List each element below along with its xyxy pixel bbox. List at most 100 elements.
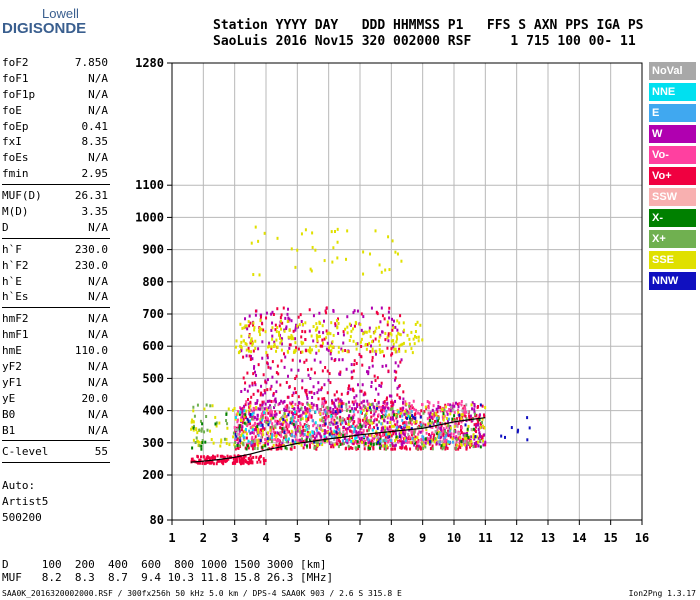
echo-point <box>479 422 482 426</box>
echo-point <box>240 346 243 350</box>
echo-point <box>446 419 449 423</box>
echo-point <box>301 379 304 383</box>
param-value: 7.850 <box>74 56 108 69</box>
echo-point <box>346 441 349 445</box>
echo-point <box>394 250 397 254</box>
echo-point <box>373 331 376 335</box>
echo-point <box>298 429 301 433</box>
echo-point <box>426 438 429 442</box>
echo-point <box>290 417 293 421</box>
echo-point <box>316 424 319 428</box>
echo-point <box>334 322 337 326</box>
echo-point <box>280 348 283 352</box>
echo-point <box>358 421 361 425</box>
echo-point <box>436 410 439 414</box>
echo-point <box>256 441 259 445</box>
echo-point <box>258 326 261 330</box>
echo-point <box>401 342 404 346</box>
echo-point <box>388 438 391 442</box>
echo-point <box>466 433 469 437</box>
echo-point <box>265 311 268 315</box>
echo-point <box>356 444 359 448</box>
echo-point <box>435 413 438 417</box>
echo-point <box>472 445 475 449</box>
echo-point <box>261 322 264 326</box>
echo-point <box>226 422 229 426</box>
echo-point <box>369 426 372 430</box>
echo-point <box>322 402 325 406</box>
param-name: h`F2 <box>2 258 29 272</box>
echo-point <box>371 428 374 432</box>
echo-point <box>353 407 356 411</box>
echo-point <box>306 394 309 398</box>
muf-table: D 100 200 400 600 800 1000 1500 3000 [km… <box>2 558 333 584</box>
echo-point <box>336 439 339 443</box>
echo-point <box>387 332 390 336</box>
echo-point <box>370 344 373 348</box>
x-tick-label: 10 <box>447 531 461 545</box>
echo-point <box>238 432 241 436</box>
echo-point <box>435 407 438 411</box>
param-name: hmF1 <box>2 328 29 342</box>
echo-point <box>424 445 427 449</box>
echo-point <box>251 381 254 385</box>
echo-point <box>399 314 402 318</box>
echo-point <box>459 436 462 440</box>
echo-point <box>452 402 455 406</box>
echo-point <box>362 332 365 336</box>
echo-point <box>436 426 439 430</box>
echo-point <box>388 268 391 272</box>
echo-point <box>290 402 293 406</box>
echo-point <box>245 354 248 358</box>
echo-point <box>300 402 303 406</box>
echo-point <box>236 420 239 424</box>
echo-point <box>416 436 419 440</box>
echo-point <box>391 444 394 448</box>
echo-point <box>297 429 300 433</box>
echo-point <box>329 406 332 410</box>
echo-point <box>241 415 244 419</box>
echo-point <box>391 407 394 411</box>
echo-point <box>337 410 340 414</box>
echo-point <box>392 342 395 346</box>
param-row: B0 N/A <box>2 407 110 423</box>
echo-point <box>275 443 278 447</box>
echo-point <box>321 429 324 433</box>
echo-point <box>361 363 364 367</box>
echo-point <box>387 440 390 444</box>
param-row: foF2 7.850 <box>2 55 110 71</box>
echo-point <box>323 436 326 440</box>
echo-point <box>367 446 370 450</box>
echo-point <box>271 375 274 379</box>
echo-point <box>376 437 379 441</box>
echo-point <box>281 423 284 427</box>
echo-point <box>458 401 461 405</box>
echo-point <box>252 411 255 415</box>
echo-point <box>323 438 326 442</box>
echo-point <box>339 398 342 402</box>
echo-point <box>239 439 242 443</box>
echo-point <box>236 432 239 436</box>
echo-point <box>329 427 332 431</box>
echo-point <box>394 325 397 329</box>
echo-point <box>404 349 407 353</box>
echo-point <box>271 326 274 330</box>
echo-point <box>247 346 250 350</box>
header-values: SaoLuis 2016 Nov15 320 002000 RSF 1 715 … <box>213 34 636 49</box>
param-row: MUF(D) 26.31 <box>2 188 110 204</box>
echo-point <box>249 400 252 404</box>
echo-point <box>388 428 391 432</box>
echo-point <box>327 348 330 352</box>
echo-point <box>276 431 279 435</box>
echo-point <box>453 410 456 414</box>
echo-point <box>265 316 268 320</box>
echo-point <box>407 432 410 436</box>
echo-point <box>365 347 368 351</box>
echo-point <box>404 416 407 420</box>
echo-point <box>380 422 383 426</box>
echo-point <box>258 273 261 277</box>
echo-point <box>240 441 243 445</box>
echo-point <box>311 430 314 434</box>
echo-point <box>392 417 395 421</box>
echo-point <box>321 341 324 345</box>
